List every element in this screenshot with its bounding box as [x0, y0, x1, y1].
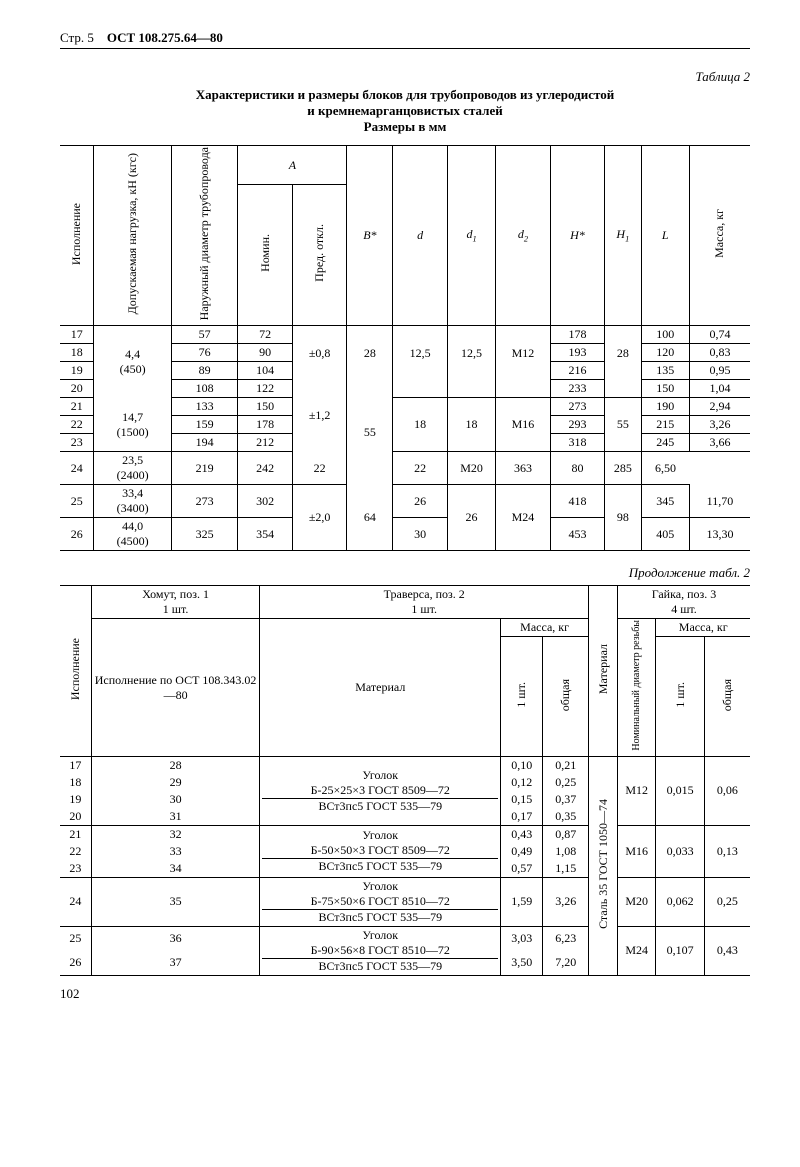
title-line2: и кремнемарганцовистых сталей [307, 103, 502, 118]
hdr-isp: Исполнение [69, 203, 84, 265]
table-row: 2536 УголокБ-90×56×8 ГОСТ 8510—72ВСт3пс5… [60, 926, 750, 951]
table-row: 2435 УголокБ-75×50×6 ГОСТ 8510—72ВСт3пс5… [60, 877, 750, 926]
hdr2-total: общая [558, 679, 573, 711]
cell: 12,5 [393, 326, 447, 380]
ost-code: ОСТ 108.275.64—80 [107, 30, 223, 45]
table-row: 21 14,7(1500) 133150 1818М16 27355 1902,… [60, 398, 750, 416]
hdr-H1: H1 [616, 227, 629, 241]
hdr-A: A [289, 158, 296, 172]
hdr2-trav: Траверса, поз. 21 шт. [260, 586, 589, 619]
hdr2-masskg2: Масса, кг [656, 619, 750, 637]
hdr-B: B* [363, 228, 376, 242]
hdr2-material: Материал [260, 619, 501, 757]
page-number: 102 [60, 986, 750, 1002]
cell: 28 [605, 326, 641, 380]
page-label: Стр. 5 [60, 30, 94, 45]
hdr-L: L [662, 228, 669, 242]
cell: 4,4(450) [94, 326, 171, 398]
hdr-d: d [417, 228, 423, 242]
hdr-load: Допускаемая нагрузка, кН (кгс) [125, 153, 140, 314]
hdr2-hom: Хомут, поз. 11 шт. [91, 586, 260, 619]
cell: 178 [550, 326, 604, 344]
hdr2-isp: Исполнение [68, 638, 83, 700]
table-row: 17 4,4(450) 57 72 ±0,8 28 12,5 12,5 М12 … [60, 326, 750, 344]
hdr2-exec: Исполнение по ОСТ 108.343.02—80 [91, 619, 260, 757]
table-continuation: Исполнение Хомут, поз. 11 шт. Траверса, … [60, 585, 750, 976]
hdr2-nut: Гайка, поз. 34 шт. [617, 586, 750, 619]
table-row: 1728 УголокБ-25×25×3 ГОСТ 8509—72ВСт3пс5… [60, 756, 750, 774]
cell: 0,74 [689, 326, 750, 344]
continuation-caption: Продолжение табл. 2 [60, 565, 750, 581]
hdr-diam: Наружный диаметр тру­бопровода [197, 147, 212, 320]
hdr2-masskg: Масса, кг [501, 619, 589, 637]
table-row: 26 44,0(4500) 325354 30 453 40513,30 [60, 518, 750, 551]
cell: 17 [60, 326, 94, 344]
title-line3: Размеры в мм [364, 119, 447, 134]
cell: 72 [238, 326, 292, 344]
cell: 57 [171, 326, 238, 344]
hdr-d2: d2 [518, 227, 528, 241]
hdr2-one2: 1 шт. [673, 682, 688, 708]
page-header: Стр. 5 ОСТ 108.275.64—80 [60, 30, 750, 49]
mat-common: Сталь 35 ГОСТ 1050—74 [596, 799, 611, 929]
table-main: Исполнение Допускаемая нагрузка, кН (кгс… [60, 145, 750, 551]
hdr2-mat2: Материал [596, 644, 611, 694]
hdr-mass: Масса, кг [712, 209, 727, 258]
table-title: Характеристики и размеры блоков для труб… [60, 87, 750, 135]
hdr-nomin: Номин. [258, 234, 273, 272]
cell: 12,5 [447, 326, 495, 380]
hdr2-total2: общая [720, 679, 735, 711]
title-line1: Характеристики и размеры блоков для труб… [196, 87, 614, 102]
cell: 100 [641, 326, 689, 344]
hdr2-one: 1 шт. [514, 682, 529, 708]
cell: 28 [347, 326, 393, 380]
table-caption: Таблица 2 [60, 69, 750, 85]
table-row: 24 23,5(2400) 219242 2222М20 36380 2856,… [60, 452, 750, 485]
cell: ±0,8 [292, 326, 346, 380]
cell: М12 [496, 326, 550, 380]
hdr-d1: d1 [466, 227, 476, 241]
hdr-H: H* [570, 228, 585, 242]
hdr-pred: Пред. откл. [312, 224, 327, 282]
table-row: 2132 УголокБ-50×50×3 ГОСТ 8509—72ВСт3пс5… [60, 825, 750, 843]
table-row: 25 33,4(3400) 273302 ±2,0 64 26 26 М24 4… [60, 485, 750, 518]
hdr2-thread: Номинальный диаметр резьбы [631, 620, 642, 751]
